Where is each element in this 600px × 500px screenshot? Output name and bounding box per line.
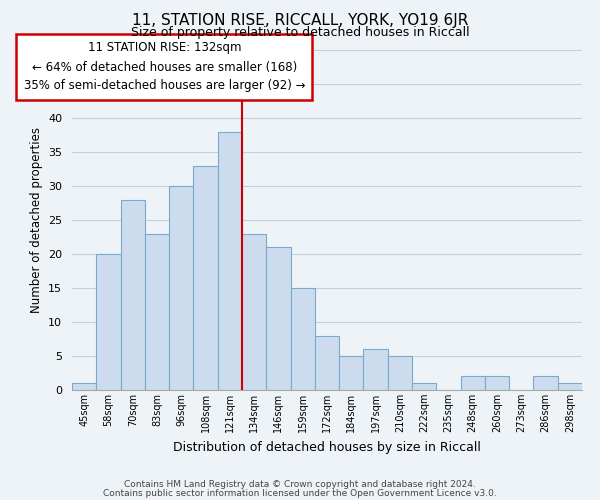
- X-axis label: Distribution of detached houses by size in Riccall: Distribution of detached houses by size …: [173, 440, 481, 454]
- Bar: [218, 132, 242, 390]
- Bar: [315, 336, 339, 390]
- Bar: [290, 288, 315, 390]
- Bar: [388, 356, 412, 390]
- Bar: [558, 383, 582, 390]
- Bar: [169, 186, 193, 390]
- Bar: [461, 376, 485, 390]
- Y-axis label: Number of detached properties: Number of detached properties: [29, 127, 43, 313]
- Bar: [364, 349, 388, 390]
- Bar: [145, 234, 169, 390]
- Bar: [121, 200, 145, 390]
- Bar: [266, 247, 290, 390]
- Bar: [533, 376, 558, 390]
- Bar: [96, 254, 121, 390]
- Text: Size of property relative to detached houses in Riccall: Size of property relative to detached ho…: [131, 26, 469, 39]
- Bar: [412, 383, 436, 390]
- Bar: [242, 234, 266, 390]
- Bar: [485, 376, 509, 390]
- Text: 11 STATION RISE: 132sqm
← 64% of detached houses are smaller (168)
35% of semi-d: 11 STATION RISE: 132sqm ← 64% of detache…: [23, 42, 305, 92]
- Text: 11, STATION RISE, RICCALL, YORK, YO19 6JR: 11, STATION RISE, RICCALL, YORK, YO19 6J…: [132, 12, 468, 28]
- Bar: [339, 356, 364, 390]
- Text: Contains HM Land Registry data © Crown copyright and database right 2024.: Contains HM Land Registry data © Crown c…: [124, 480, 476, 489]
- Text: Contains public sector information licensed under the Open Government Licence v3: Contains public sector information licen…: [103, 488, 497, 498]
- Bar: [193, 166, 218, 390]
- Bar: [72, 383, 96, 390]
